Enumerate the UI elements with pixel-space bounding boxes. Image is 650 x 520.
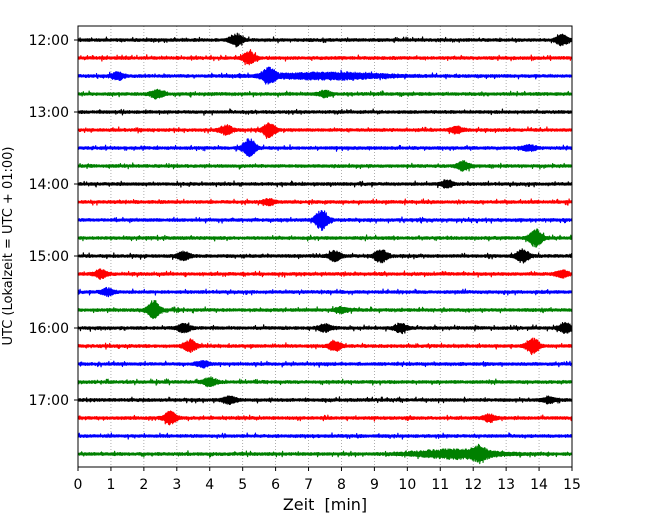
y-axis-ticks: 12:00 13:00 14:00 15:00 16:00 17:00 xyxy=(29,33,78,409)
y-tick-label: 16:00 xyxy=(29,321,69,337)
x-tick-label: 12 xyxy=(464,477,482,493)
x-tick-label: 1 xyxy=(106,477,115,493)
trace-1215 xyxy=(77,49,573,66)
y-tick-label: 13:00 xyxy=(29,105,69,121)
y-tick-label: 17:00 xyxy=(29,393,69,409)
x-tick-label: 3 xyxy=(172,477,181,493)
y-tick-label: 12:00 xyxy=(29,33,69,49)
x-tick-label: 6 xyxy=(271,477,280,493)
y-axis-label: UTC (Lokalzeit = UTC + 01:00) xyxy=(1,147,16,346)
trace-1715 xyxy=(77,410,573,426)
x-tick-label: 14 xyxy=(530,477,548,493)
x-tick-label: 13 xyxy=(497,477,515,493)
trace-1245 xyxy=(77,88,573,100)
x-tick-label: 4 xyxy=(205,477,214,493)
x-tick-label: 0 xyxy=(74,477,83,493)
x-tick-label: 7 xyxy=(304,477,313,493)
trace-1730 xyxy=(77,432,573,440)
x-tick-label: 2 xyxy=(139,477,148,493)
x-tick-label: 5 xyxy=(238,477,247,493)
x-tick-label: 11 xyxy=(431,477,449,493)
trace-1445 xyxy=(77,228,573,248)
seismic-traces xyxy=(77,32,573,465)
plot-frame xyxy=(77,25,573,468)
trace-1615 xyxy=(77,337,573,356)
y-tick-label: 15:00 xyxy=(29,249,69,265)
x-axis-ticks: 0 1 2 3 4 5 6 7 8 9 10 11 12 13 14 15 xyxy=(74,467,581,493)
trace-1500 xyxy=(77,248,573,264)
x-tick-label: 9 xyxy=(370,477,379,493)
x-tick-label: 8 xyxy=(337,477,346,493)
x-axis-label: Zeit [min] xyxy=(283,495,367,514)
y-tick-label: 14:00 xyxy=(29,177,69,193)
trace-1430 xyxy=(77,210,573,231)
x-tick-label: 10 xyxy=(398,477,416,493)
x-tick-label: 15 xyxy=(563,477,581,493)
trace-1745 xyxy=(77,443,573,465)
